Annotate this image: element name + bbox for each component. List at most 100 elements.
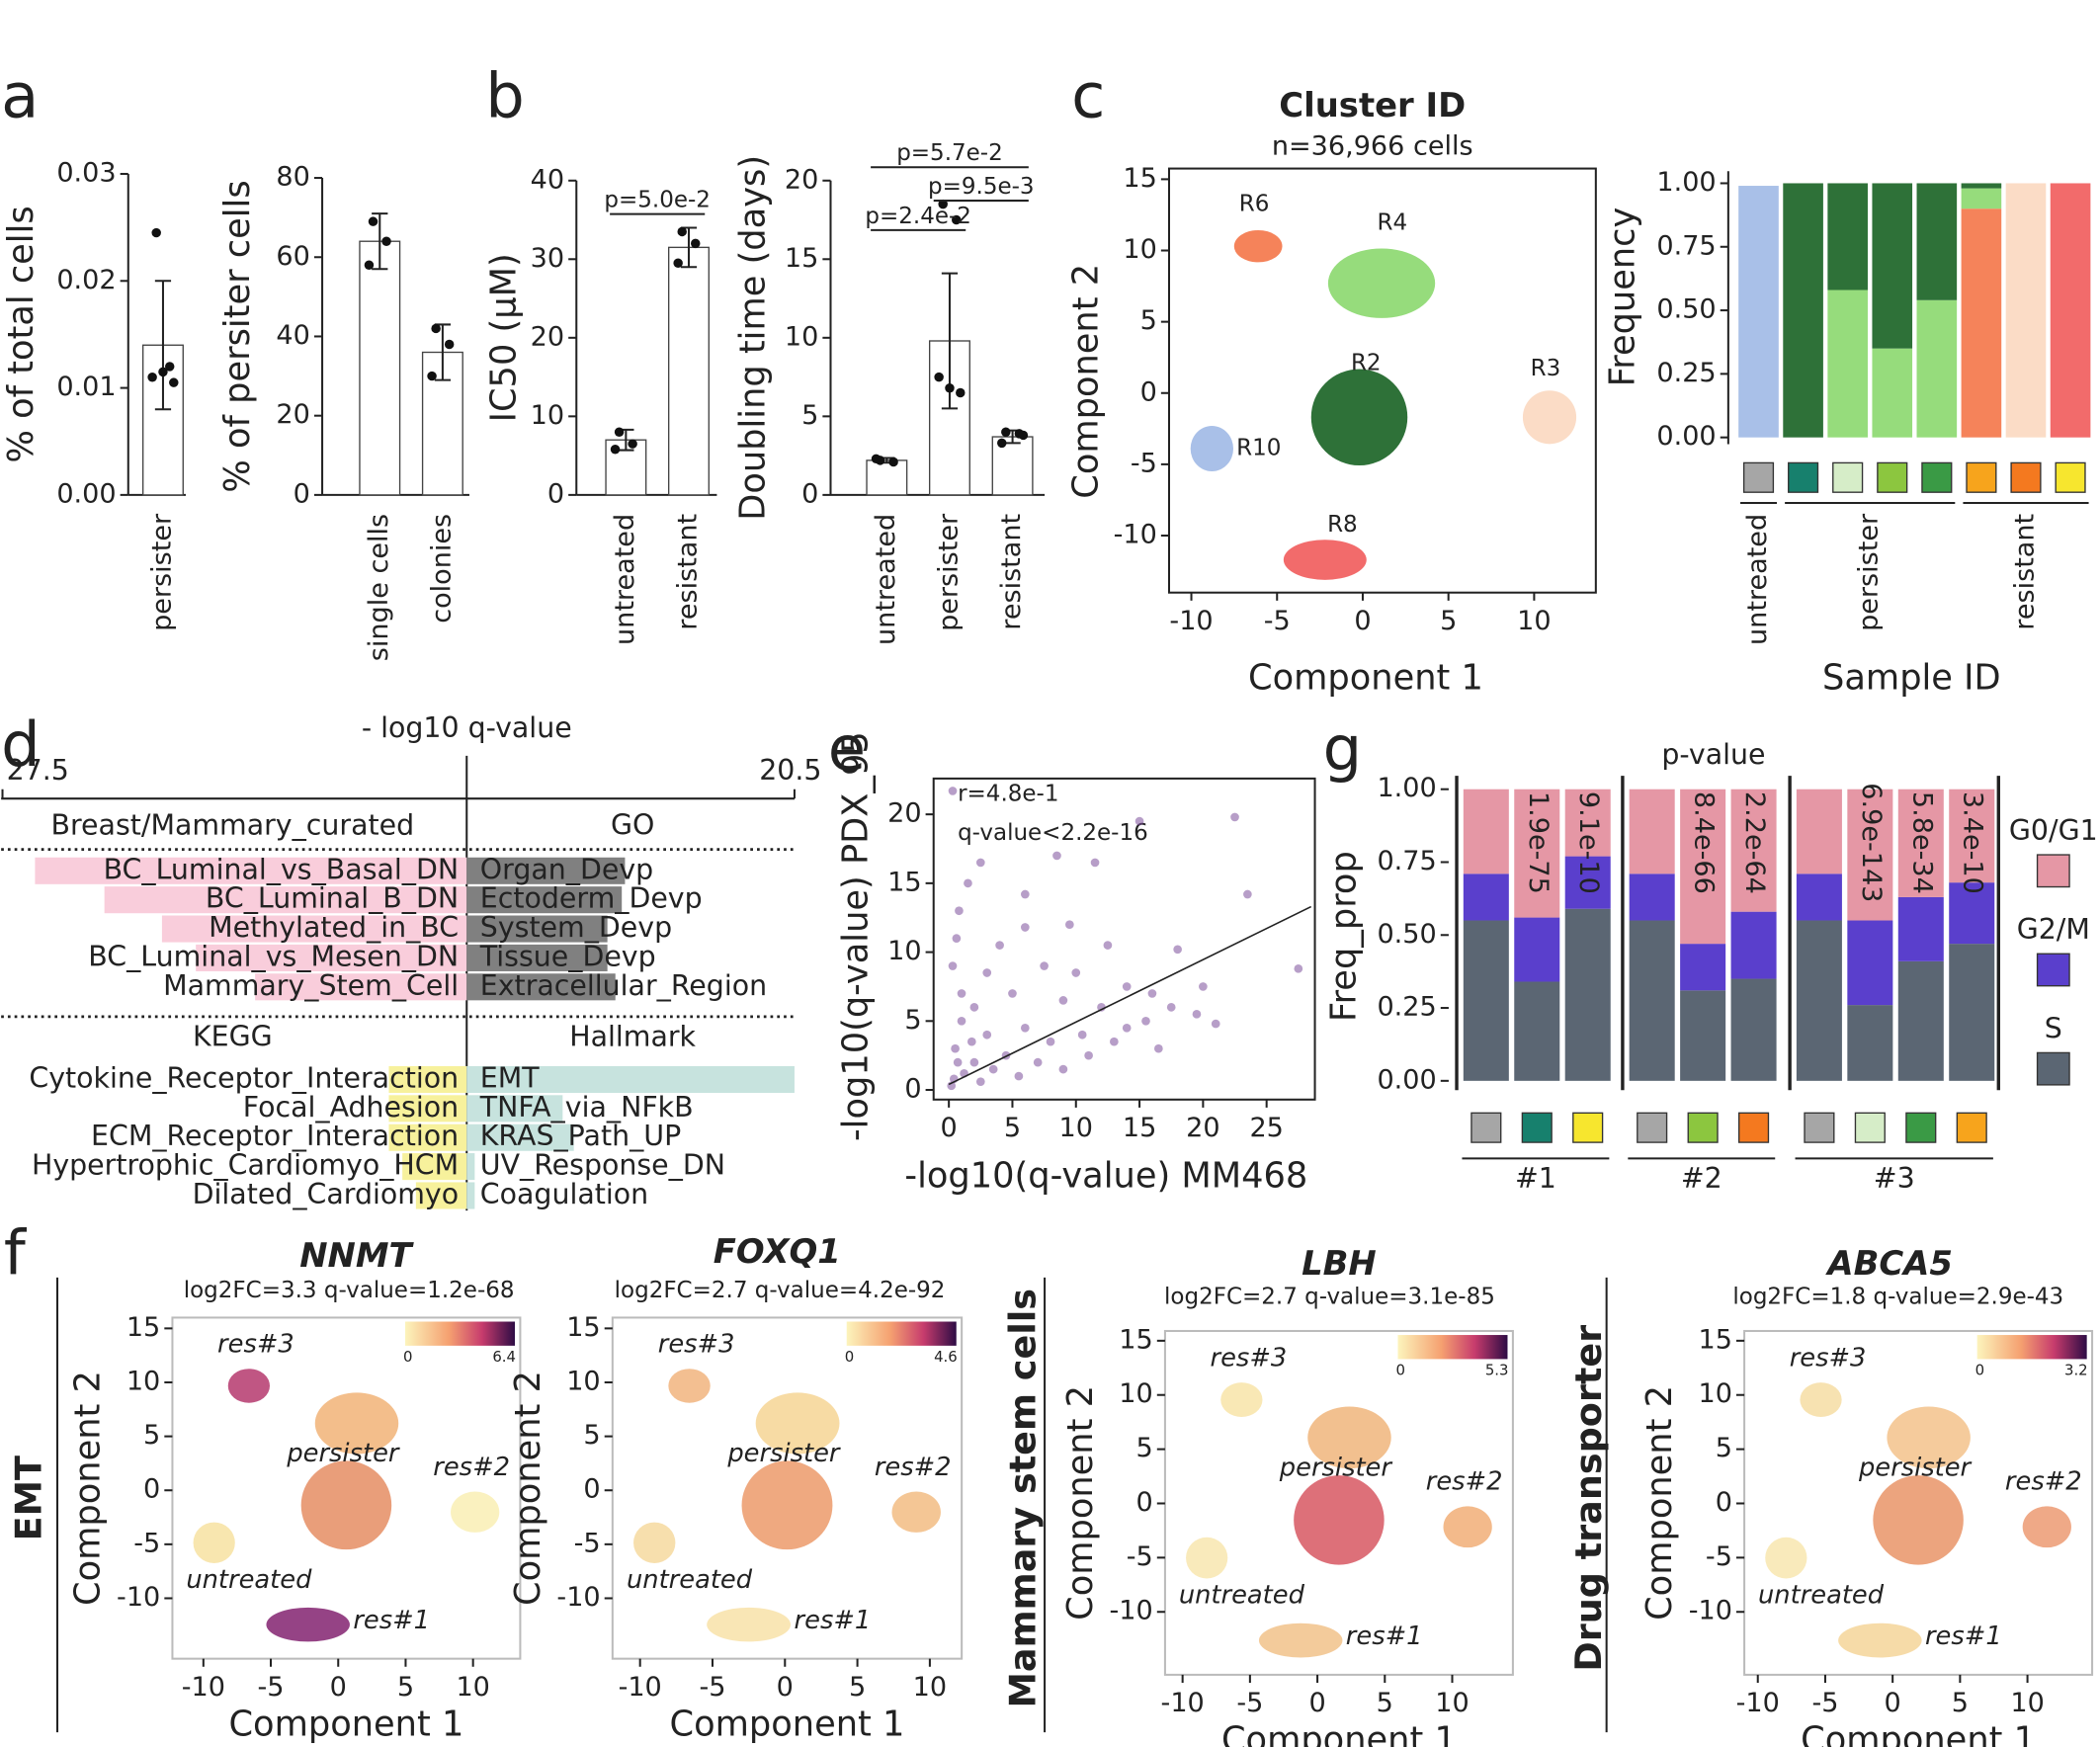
x-axis-label: Sample ID [1822,658,2001,699]
y-tick-label: 15 [1119,1324,1152,1355]
data-point [677,226,687,237]
y-tick-label: 40 [276,320,309,351]
y-tick-label: -10 [1689,1596,1732,1626]
y-axis-label: Doubling time (days) [732,155,773,521]
bar-segment [1827,183,1868,291]
stats-label: log2FC=2.7 q-value=3.1e-85 [1164,1285,1495,1310]
x-tick-label: 5 [1440,606,1457,636]
data-point [1058,996,1068,1005]
legend-label: S [2045,1012,2062,1044]
y-tick-label: 20 [887,798,921,829]
sample-swatch [1742,461,1775,493]
data-point [1058,1064,1068,1074]
cluster-label: res#3 [1211,1343,1288,1373]
bar-segment [1730,978,1777,1081]
panel-label: e [828,712,866,785]
sample-swatch [2055,461,2086,493]
cluster-label: res#3 [217,1330,294,1360]
x-tick-label: 15 [1123,1113,1156,1143]
p-value-label: 6.9e-143 [1856,783,1887,902]
data-point [1084,1050,1093,1060]
cluster-label: res#1 [353,1606,430,1635]
bar-segment [1961,188,2002,209]
data-point [431,323,441,334]
y-tick-label: 15 [785,243,818,274]
bar [104,886,467,914]
y-tick-label: 0.25 [1656,358,1716,388]
data-point [957,1016,966,1026]
data-point [975,1077,985,1086]
data-point [1154,1043,1163,1053]
bar [466,944,608,971]
data-point [610,445,621,455]
bar-segment [1564,908,1611,1081]
cluster-label: res#3 [658,1330,735,1360]
data-point [934,372,944,382]
data-point [948,961,958,970]
x-tick-label: 10 [2010,1688,2044,1718]
y-tick-label: 10 [566,1366,600,1396]
data-point [1046,1037,1055,1046]
bar-segment [1730,789,1777,912]
x-tick-label: -10 [619,1672,662,1703]
colorbar-label: 0 [845,1348,854,1366]
x-tick-label: -5 [699,1672,725,1703]
x-tick-label: 10 [1059,1113,1093,1143]
x-tick-label: 10 [913,1672,947,1703]
data-point [1018,430,1029,441]
bar-segment [1847,1005,1893,1081]
data-point [964,878,972,888]
section-title: KEGG [193,1021,273,1053]
bar [415,1182,467,1209]
term-label: Organ_Devp [480,853,653,885]
y-tick-label: 10 [785,321,818,352]
sample-swatch [1637,1112,1668,1143]
x-tick-label: 0 [1354,606,1371,636]
cluster-label: res#2 [1426,1467,1503,1497]
bar [255,973,467,1001]
group-label: untreated [1742,514,1773,645]
data-point [169,377,179,387]
colorbar-label: 4.6 [934,1348,958,1366]
data-point [151,227,161,238]
bar-segment [1730,911,1777,979]
y-tick-label: 5 [143,1420,160,1451]
data-point [938,199,948,209]
data-point [164,362,175,372]
y-tick-label: 0.00 [1656,421,1716,452]
legend-swatch [2036,854,2070,888]
data-point [982,968,992,977]
annotation: p=2.4e-2 [865,204,971,229]
legend-label: G2/M [2017,913,2090,946]
data-point [948,787,958,795]
data-point [1166,1003,1176,1012]
x-tick-label: -10 [1736,1688,1780,1718]
y-tick-label: 5 [1136,1433,1153,1463]
y-tick-label: 20 [531,321,564,352]
data-point [956,387,966,398]
term-label: KRAS_Path_UP [480,1120,681,1152]
bar-segment [1463,920,1509,1081]
cluster-label: persister [1279,1454,1393,1483]
cluster-label: R8 [1327,512,1358,538]
y-tick-label: 0 [1716,1487,1732,1518]
x-axis-label: -log10(q-value) MM468 [904,1155,1307,1196]
cell-cluster [1294,1475,1385,1565]
bar-segment [1872,183,1913,349]
bar [388,1065,467,1094]
cell-cluster [1887,1406,1971,1469]
y-tick-label: 0.02 [56,265,116,295]
cluster-label: R4 [1378,209,1408,235]
sample-swatch [1921,461,1953,493]
data-point [444,339,455,350]
y-tick-label: -5 [133,1528,160,1558]
data-point [1071,968,1081,977]
y-tick-label: 10 [126,1366,160,1396]
group-label: #1 [1515,1162,1556,1195]
term-label: Coagulation [480,1178,648,1210]
x-tick-label: untreated [871,514,901,645]
cluster-label: untreated [1758,1580,1885,1610]
y-tick-label: 0 [1136,1487,1153,1518]
colorbar [846,1321,957,1346]
